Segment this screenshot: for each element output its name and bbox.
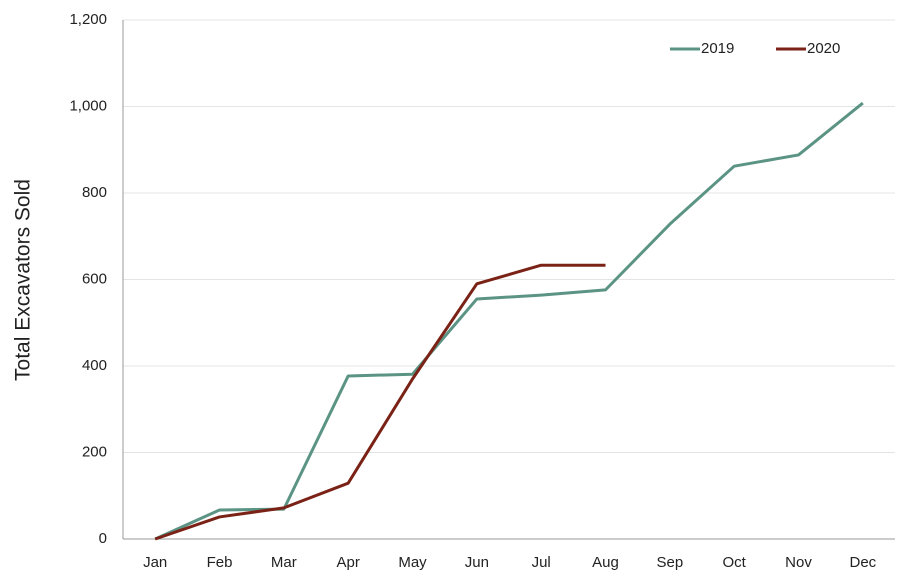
series-line — [154, 101, 864, 541]
legend-label: 2019 — [701, 40, 734, 57]
x-tick-label: Sep — [656, 554, 683, 571]
x-tick-label: Apr — [336, 554, 359, 571]
y-tick-label: 600 — [82, 270, 107, 287]
y-tick-label: 1,000 — [69, 97, 107, 114]
x-tick-label: Aug — [592, 554, 619, 571]
x-tick-label: Jul — [532, 554, 551, 571]
y-axis-label: Total Excavators Sold — [12, 179, 35, 381]
x-tick-label: May — [398, 554, 427, 571]
y-tick-label: 800 — [82, 184, 107, 201]
x-tick-label: Feb — [207, 554, 233, 571]
x-tick-label: Dec — [849, 554, 876, 571]
y-tick-label: 400 — [82, 357, 107, 374]
x-tick-label: Nov — [785, 554, 812, 571]
series-line — [154, 263, 606, 541]
y-tick-label: 1,200 — [69, 11, 107, 28]
x-tick-label: Oct — [722, 554, 746, 571]
legend-label: 2020 — [807, 40, 840, 57]
x-tick-label: Jan — [143, 554, 167, 571]
x-tick-label: Jun — [465, 554, 489, 571]
y-tick-label: 0 — [99, 530, 107, 547]
y-tick-label: 200 — [82, 443, 107, 460]
x-tick-label: Mar — [271, 554, 297, 571]
